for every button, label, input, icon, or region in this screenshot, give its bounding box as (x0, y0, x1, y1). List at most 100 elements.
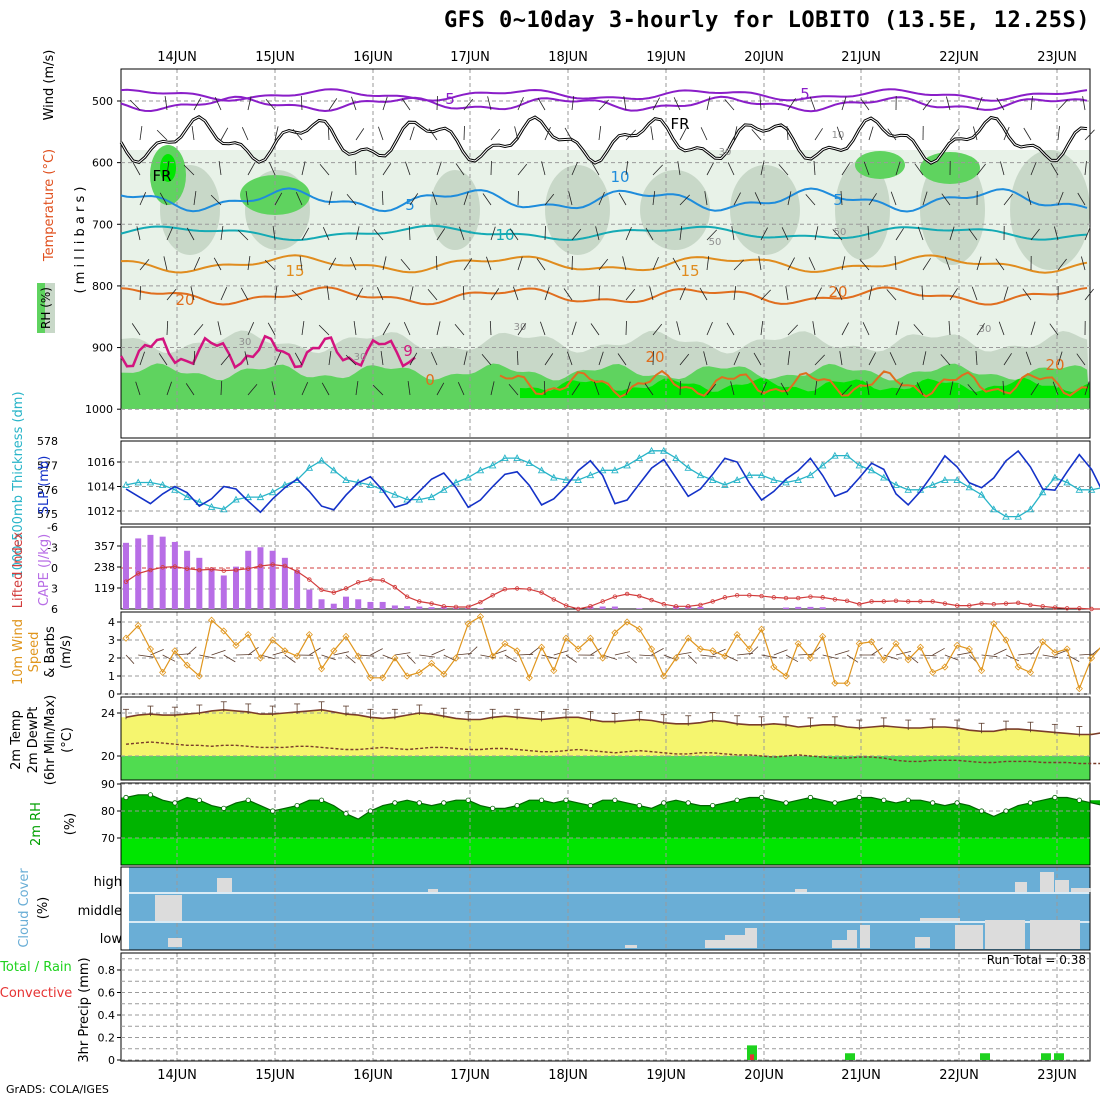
rh2m-point (465, 797, 471, 803)
wind-barb (679, 226, 683, 241)
wind-barb (922, 258, 931, 271)
wind-barb (193, 191, 197, 206)
wind-barb (382, 163, 392, 176)
lifted-index-point (783, 595, 789, 601)
thickness-point (207, 502, 216, 510)
wind-barb (193, 350, 196, 366)
wind-barb (1027, 191, 1032, 206)
wind-barb (591, 162, 600, 176)
rh-mid-blob (1010, 150, 1090, 270)
wind10m-barb (1005, 654, 1020, 662)
wind-barb (405, 161, 411, 176)
wind-barb (210, 194, 222, 206)
wind-barb (975, 350, 978, 366)
rh-mid-blob (920, 155, 985, 265)
wind-barb (274, 126, 279, 141)
thickness-point (904, 485, 912, 493)
cloud-fraction-block (847, 930, 857, 948)
wind-barb (301, 227, 310, 241)
rh-light-mid (121, 275, 1090, 305)
cape-ylabel: CAPE (J/kg) (37, 534, 52, 606)
wind-barb (1030, 383, 1039, 396)
wind10m-point (195, 672, 203, 680)
rh2m-point (270, 808, 276, 814)
wind-barb (809, 96, 816, 111)
lifted-index-point (637, 593, 642, 599)
wind10m-point (122, 634, 130, 642)
wind-barb (1003, 286, 1009, 301)
wind-barb (247, 322, 255, 336)
lifted-index-point (233, 567, 239, 573)
wind-barb (245, 191, 249, 206)
wind-barb (345, 354, 357, 366)
thickness-point (660, 446, 668, 454)
thickness-point (403, 495, 411, 503)
contour-line (120, 254, 1088, 274)
wind-barb (1057, 191, 1064, 206)
wind-barb (190, 286, 195, 301)
temp-tick-label: 20 (101, 750, 115, 763)
wind-barb (598, 126, 602, 141)
wind-barb (922, 351, 927, 366)
wind-barb (645, 227, 654, 241)
lifted-index-point (991, 602, 996, 607)
wind-barb (300, 95, 303, 111)
wind10m-point (342, 632, 350, 640)
wind-barb (1057, 126, 1060, 141)
rh2m-point (1076, 797, 1082, 803)
precip-total-bar (980, 1053, 990, 1060)
wind10m-point (427, 659, 436, 667)
wind-barb (889, 352, 897, 366)
wind-barb (135, 381, 141, 396)
wind10m-barb (480, 654, 496, 659)
wind-barb (482, 193, 492, 206)
li-tick-label: 6 (51, 603, 58, 616)
contour-line (120, 286, 1088, 306)
wind-barb (867, 225, 870, 241)
wind-barb (706, 256, 710, 271)
precip-ylabel: 3hr Precip (mm) (77, 957, 92, 1062)
rh2m-point (416, 800, 422, 806)
thickness-line (125, 450, 1100, 518)
wind-barb (731, 226, 735, 241)
wind-barb (733, 126, 738, 141)
precip-tick-label: 0 (108, 1054, 115, 1067)
rh2m-point (318, 797, 325, 803)
wind-barb (247, 162, 256, 176)
contour-label: 20 (1045, 356, 1064, 374)
wind-barb (268, 162, 276, 176)
wind-barb (294, 352, 303, 366)
li-tick-label: -3 (47, 542, 58, 555)
wind-barb (544, 193, 555, 206)
wind-barb (353, 321, 357, 336)
lifted-index-point (123, 579, 129, 584)
contour-label: 5 (833, 191, 843, 209)
wind-barb (754, 192, 762, 206)
wind-barb (463, 351, 468, 366)
wind-barb (517, 190, 519, 206)
wind-barb (241, 127, 249, 141)
precip-bg (121, 953, 1090, 1061)
thickness-point (794, 476, 802, 483)
cloud-frame (120, 866, 1091, 951)
wind-barb (1057, 258, 1067, 271)
contour-label: 50 (709, 237, 722, 248)
wind10m-barb (565, 654, 577, 663)
cloud-fraction-block (745, 928, 757, 948)
lifted-index-point (160, 565, 165, 570)
thickness-point (611, 466, 619, 474)
thickness-point (146, 478, 155, 486)
wind-barb (166, 289, 177, 301)
cape-bar (391, 605, 398, 609)
wind-ylabel-3: & Barbs (43, 626, 58, 678)
wind-barb (949, 128, 959, 141)
rh-legend-swatch (37, 283, 45, 333)
upper-tick-label: 900 (92, 342, 113, 355)
wind-barb (403, 322, 411, 336)
wind-barb (868, 193, 877, 206)
wind-barb (463, 125, 465, 141)
wind-barb (598, 351, 604, 366)
wind-barb (328, 351, 332, 366)
date-label-bottom: 21JUN (841, 1068, 881, 1083)
wind10m-point (794, 640, 802, 648)
